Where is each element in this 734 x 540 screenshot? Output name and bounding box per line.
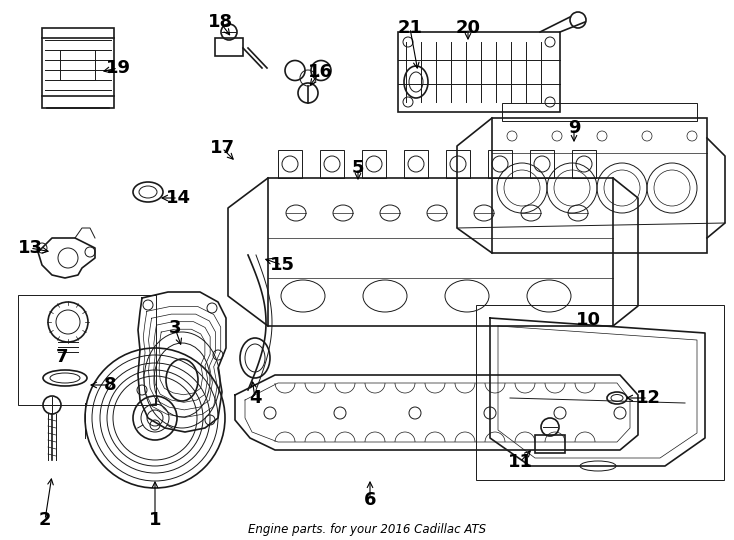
Text: 9: 9 — [568, 119, 581, 137]
Text: 20: 20 — [456, 19, 481, 37]
Text: 16: 16 — [308, 63, 333, 81]
Text: 15: 15 — [269, 256, 294, 274]
Text: 13: 13 — [18, 239, 43, 257]
Bar — [488, 150, 512, 178]
Bar — [215, 38, 243, 56]
Text: 19: 19 — [106, 59, 131, 77]
Bar — [476, 305, 724, 480]
Text: 21: 21 — [398, 19, 423, 37]
Bar — [18, 295, 156, 405]
Text: 7: 7 — [56, 348, 68, 366]
Bar — [492, 118, 707, 253]
Bar — [404, 150, 428, 178]
Bar — [60, 50, 95, 80]
Text: 6: 6 — [364, 491, 377, 509]
Text: 11: 11 — [507, 453, 532, 471]
Bar — [502, 103, 697, 121]
Bar — [278, 150, 302, 178]
Text: 17: 17 — [209, 139, 234, 157]
Text: Engine parts. for your 2016 Cadillac ATS: Engine parts. for your 2016 Cadillac ATS — [248, 523, 486, 537]
Bar — [398, 32, 560, 112]
Text: 4: 4 — [249, 389, 261, 407]
Bar — [362, 150, 386, 178]
Bar — [572, 150, 596, 178]
Text: 1: 1 — [149, 511, 161, 529]
Bar — [320, 150, 344, 178]
Text: 3: 3 — [169, 319, 181, 337]
Text: 8: 8 — [103, 376, 116, 394]
Bar — [446, 150, 470, 178]
Text: 5: 5 — [352, 159, 364, 177]
Text: 14: 14 — [165, 189, 191, 207]
Bar — [268, 178, 613, 326]
Bar — [530, 150, 554, 178]
Bar — [42, 28, 114, 108]
Bar — [535, 435, 565, 453]
Text: 10: 10 — [575, 311, 600, 329]
Text: 18: 18 — [208, 13, 233, 31]
Text: 2: 2 — [39, 511, 51, 529]
Text: 12: 12 — [636, 389, 661, 407]
